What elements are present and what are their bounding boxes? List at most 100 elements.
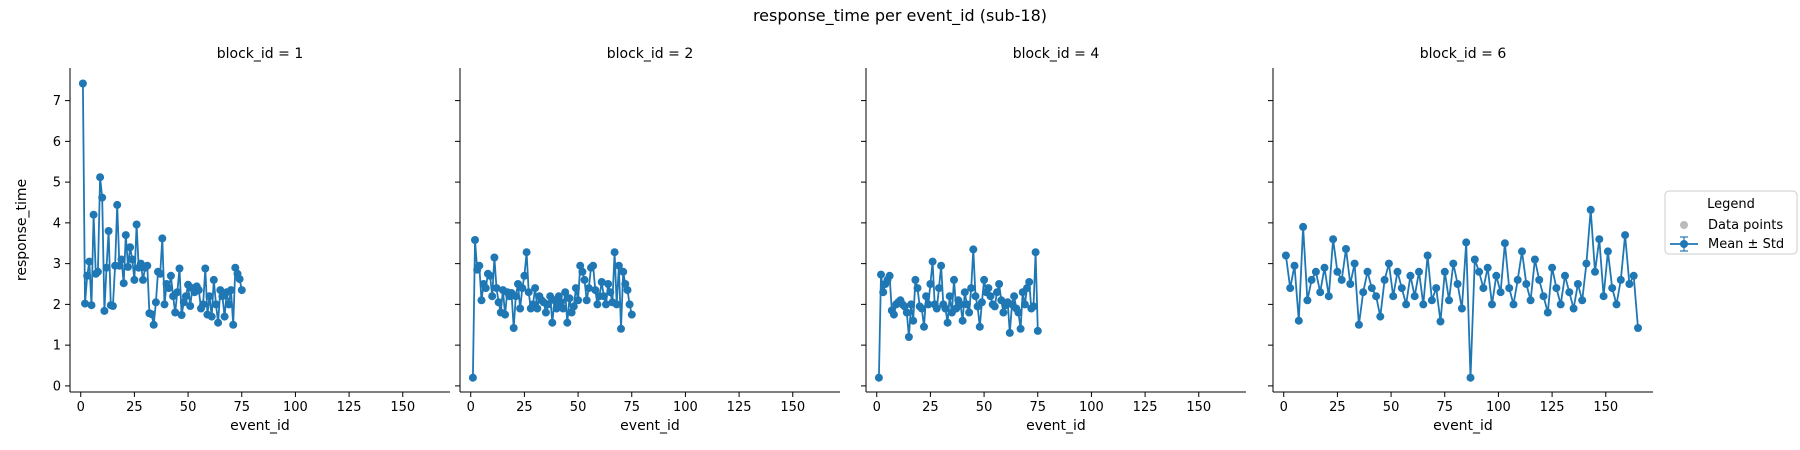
- data-point: [516, 304, 525, 313]
- data-point: [999, 308, 1008, 317]
- data-point: [1603, 247, 1612, 256]
- y-tick-label: 4: [53, 216, 61, 231]
- data-point: [229, 320, 238, 329]
- data-point: [214, 318, 223, 327]
- data-point: [1324, 292, 1333, 301]
- y-tick-label: 3: [53, 257, 61, 272]
- data-point: [143, 261, 152, 270]
- data-point: [181, 292, 190, 301]
- data-point: [1483, 263, 1492, 272]
- x-tick-label: 125: [1540, 400, 1565, 415]
- data-point: [593, 300, 602, 309]
- data-point: [627, 310, 636, 319]
- data-point: [995, 280, 1004, 288]
- figure-title: response_time per event_id (sub-18): [753, 6, 1047, 26]
- data-point: [1299, 222, 1308, 231]
- data-point: [1500, 239, 1509, 248]
- data-point: [599, 292, 608, 301]
- data-point: [1320, 263, 1329, 272]
- data-point: [980, 275, 989, 284]
- data-point: [1629, 271, 1638, 280]
- data-point: [1556, 300, 1565, 309]
- facet-panel: block_id = 6 0 25 50 75 100 125 150 event_id: [1268, 46, 1653, 434]
- data-point: [477, 296, 486, 305]
- data-point: [1578, 296, 1587, 305]
- data-point: [623, 286, 632, 295]
- data-point: [205, 292, 214, 301]
- data-point: [1552, 284, 1561, 293]
- data-point: [1346, 280, 1355, 288]
- data-point: [977, 298, 986, 307]
- data-point: [580, 275, 589, 284]
- x-tick-label: 100: [1486, 400, 1511, 415]
- data-point: [926, 280, 935, 288]
- data-point: [151, 298, 160, 307]
- data-point: [1393, 267, 1402, 276]
- data-point: [1033, 326, 1042, 335]
- data-point: [945, 292, 954, 301]
- x-tick-label: 100: [1079, 400, 1104, 415]
- data-point: [578, 267, 587, 276]
- data-point: [1342, 245, 1350, 253]
- data-point: [1020, 300, 1029, 309]
- data-point: [1621, 231, 1630, 240]
- data-point: [986, 292, 995, 301]
- data-point: [96, 173, 105, 182]
- data-point: [100, 306, 109, 315]
- data-point: [533, 304, 542, 313]
- data-point: [911, 275, 920, 284]
- data-point: [115, 261, 124, 270]
- data-point: [589, 261, 598, 270]
- data-point: [1436, 317, 1445, 326]
- data-point: [1406, 271, 1415, 280]
- data-point: [922, 292, 931, 301]
- data-point: [89, 210, 98, 219]
- data-point: [885, 271, 894, 280]
- data-point: [917, 304, 926, 313]
- x-tick-label: 50: [976, 400, 993, 415]
- data-point: [1333, 267, 1342, 276]
- data-point: [85, 257, 94, 266]
- x-tick-label: 50: [1383, 400, 1400, 415]
- data-point: [1457, 304, 1466, 313]
- data-point: [554, 292, 563, 301]
- legend-title: Legend: [1707, 197, 1755, 212]
- data-point: [1376, 312, 1385, 321]
- data-point: [171, 308, 180, 317]
- data-point: [1329, 235, 1338, 244]
- data-point: [1014, 308, 1023, 317]
- x-tick-label: 75: [1436, 400, 1453, 415]
- data-point: [83, 271, 92, 280]
- facet-panel: block_id = 1 0 25 50 75 100 125 150 0 1 2 3 4 5 6 7 even…: [14, 46, 450, 434]
- data-point: [1530, 255, 1539, 264]
- data-point: [1290, 261, 1299, 270]
- data-point: [1599, 292, 1608, 301]
- data-point: [139, 275, 147, 284]
- data-point: [87, 301, 96, 310]
- data-point: [488, 292, 497, 301]
- x-tick-label: 100: [673, 400, 698, 415]
- data-point: [1453, 280, 1462, 288]
- data-point: [511, 292, 520, 301]
- data-point: [877, 270, 885, 279]
- data-point: [486, 271, 495, 280]
- data-point: [993, 288, 1001, 297]
- data-point: [102, 263, 111, 272]
- data-point: [520, 271, 529, 280]
- data-point: [1569, 304, 1578, 313]
- data-point: [617, 324, 625, 333]
- data-point: [1591, 267, 1599, 276]
- data-point: [1561, 271, 1569, 280]
- data-point: [625, 300, 634, 309]
- data-point: [1389, 292, 1398, 301]
- x-tick-label: 75: [233, 400, 250, 415]
- data-point: [468, 373, 477, 382]
- data-point: [209, 275, 218, 284]
- data-point: [1311, 267, 1320, 276]
- data-point: [1522, 280, 1531, 288]
- data-point: [567, 308, 576, 317]
- data-point: [604, 280, 613, 288]
- data-point: [612, 300, 621, 309]
- data-point: [1372, 292, 1381, 301]
- y-tick-label: 6: [53, 135, 61, 150]
